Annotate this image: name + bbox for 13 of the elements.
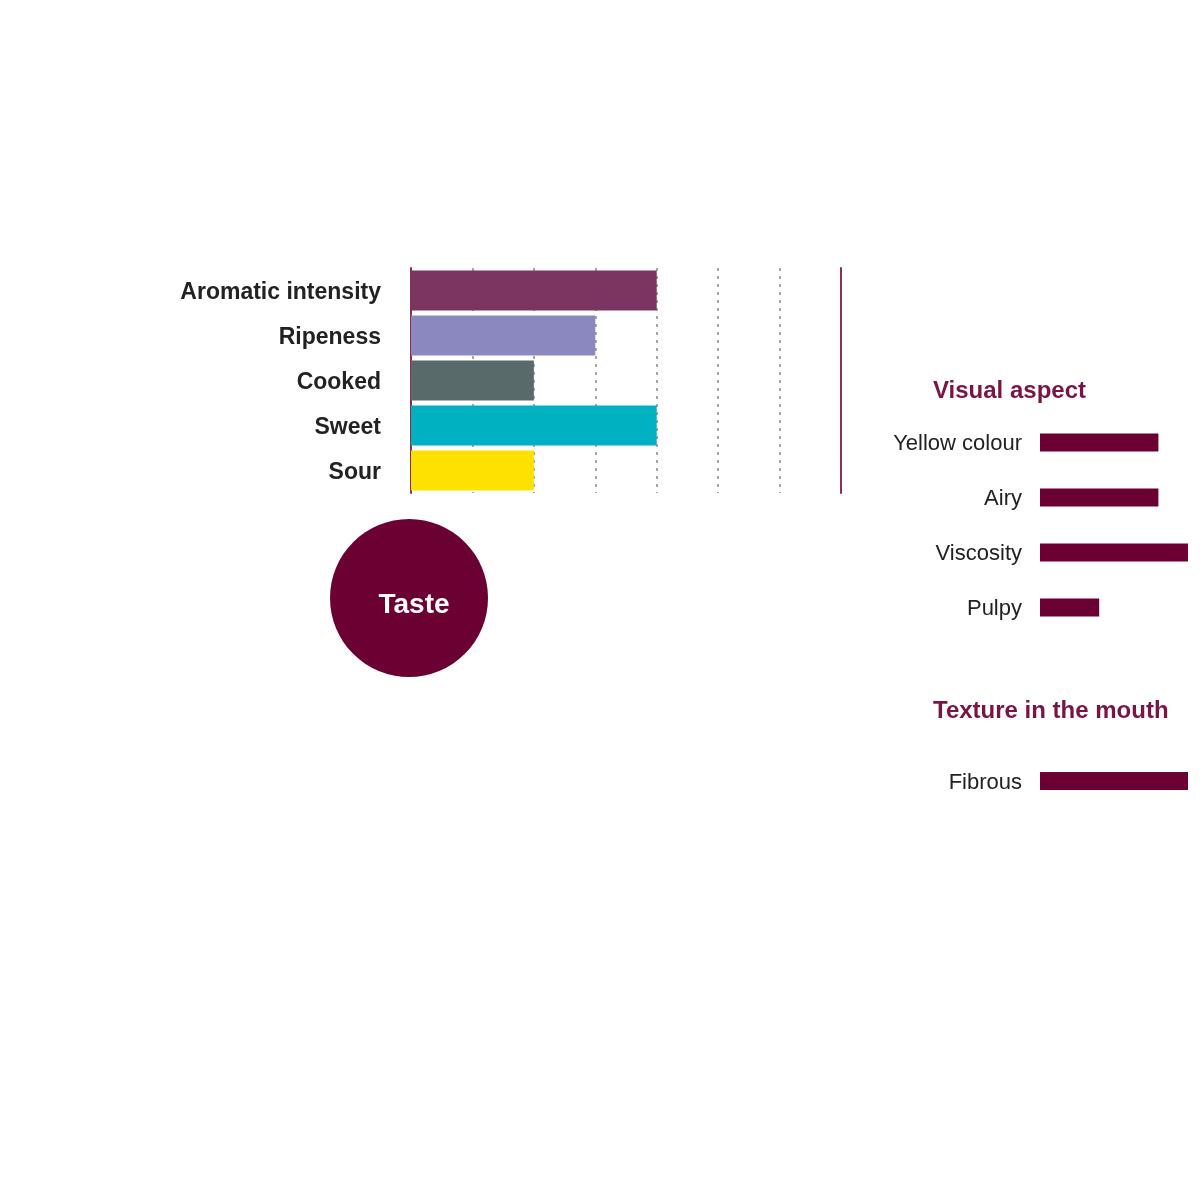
chart-title: Visual aspect — [933, 375, 1086, 403]
y-tick-label: Yellow colour — [893, 430, 1022, 455]
y-tick-label: Pulpy — [966, 595, 1022, 620]
y-tick-label: Viscosity — [935, 540, 1022, 565]
y-tick-label: Sweet — [314, 412, 382, 439]
text: Taste — [378, 587, 450, 619]
y-tick-label: Fibrous — [948, 768, 1022, 794]
y-tick-label: Cooked — [296, 367, 381, 394]
chart-title: Texture in the mouth — [933, 695, 1169, 723]
y-tick-label: Sour — [328, 457, 382, 484]
y-tick-label: Ripeness — [278, 322, 381, 349]
y-tick-label: Aromatic intensity — [180, 277, 382, 304]
y-tick-label: Airy — [984, 485, 1022, 510]
